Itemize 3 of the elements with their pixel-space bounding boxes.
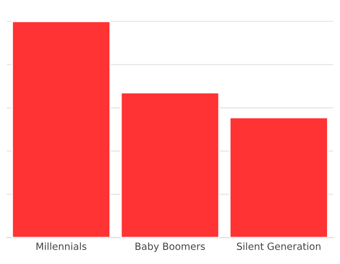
x-tick-label: Baby Boomers (136, 242, 205, 252)
x-tick-label: Millennials (36, 242, 86, 250)
x-tick-label: Silent Generation (237, 242, 320, 250)
